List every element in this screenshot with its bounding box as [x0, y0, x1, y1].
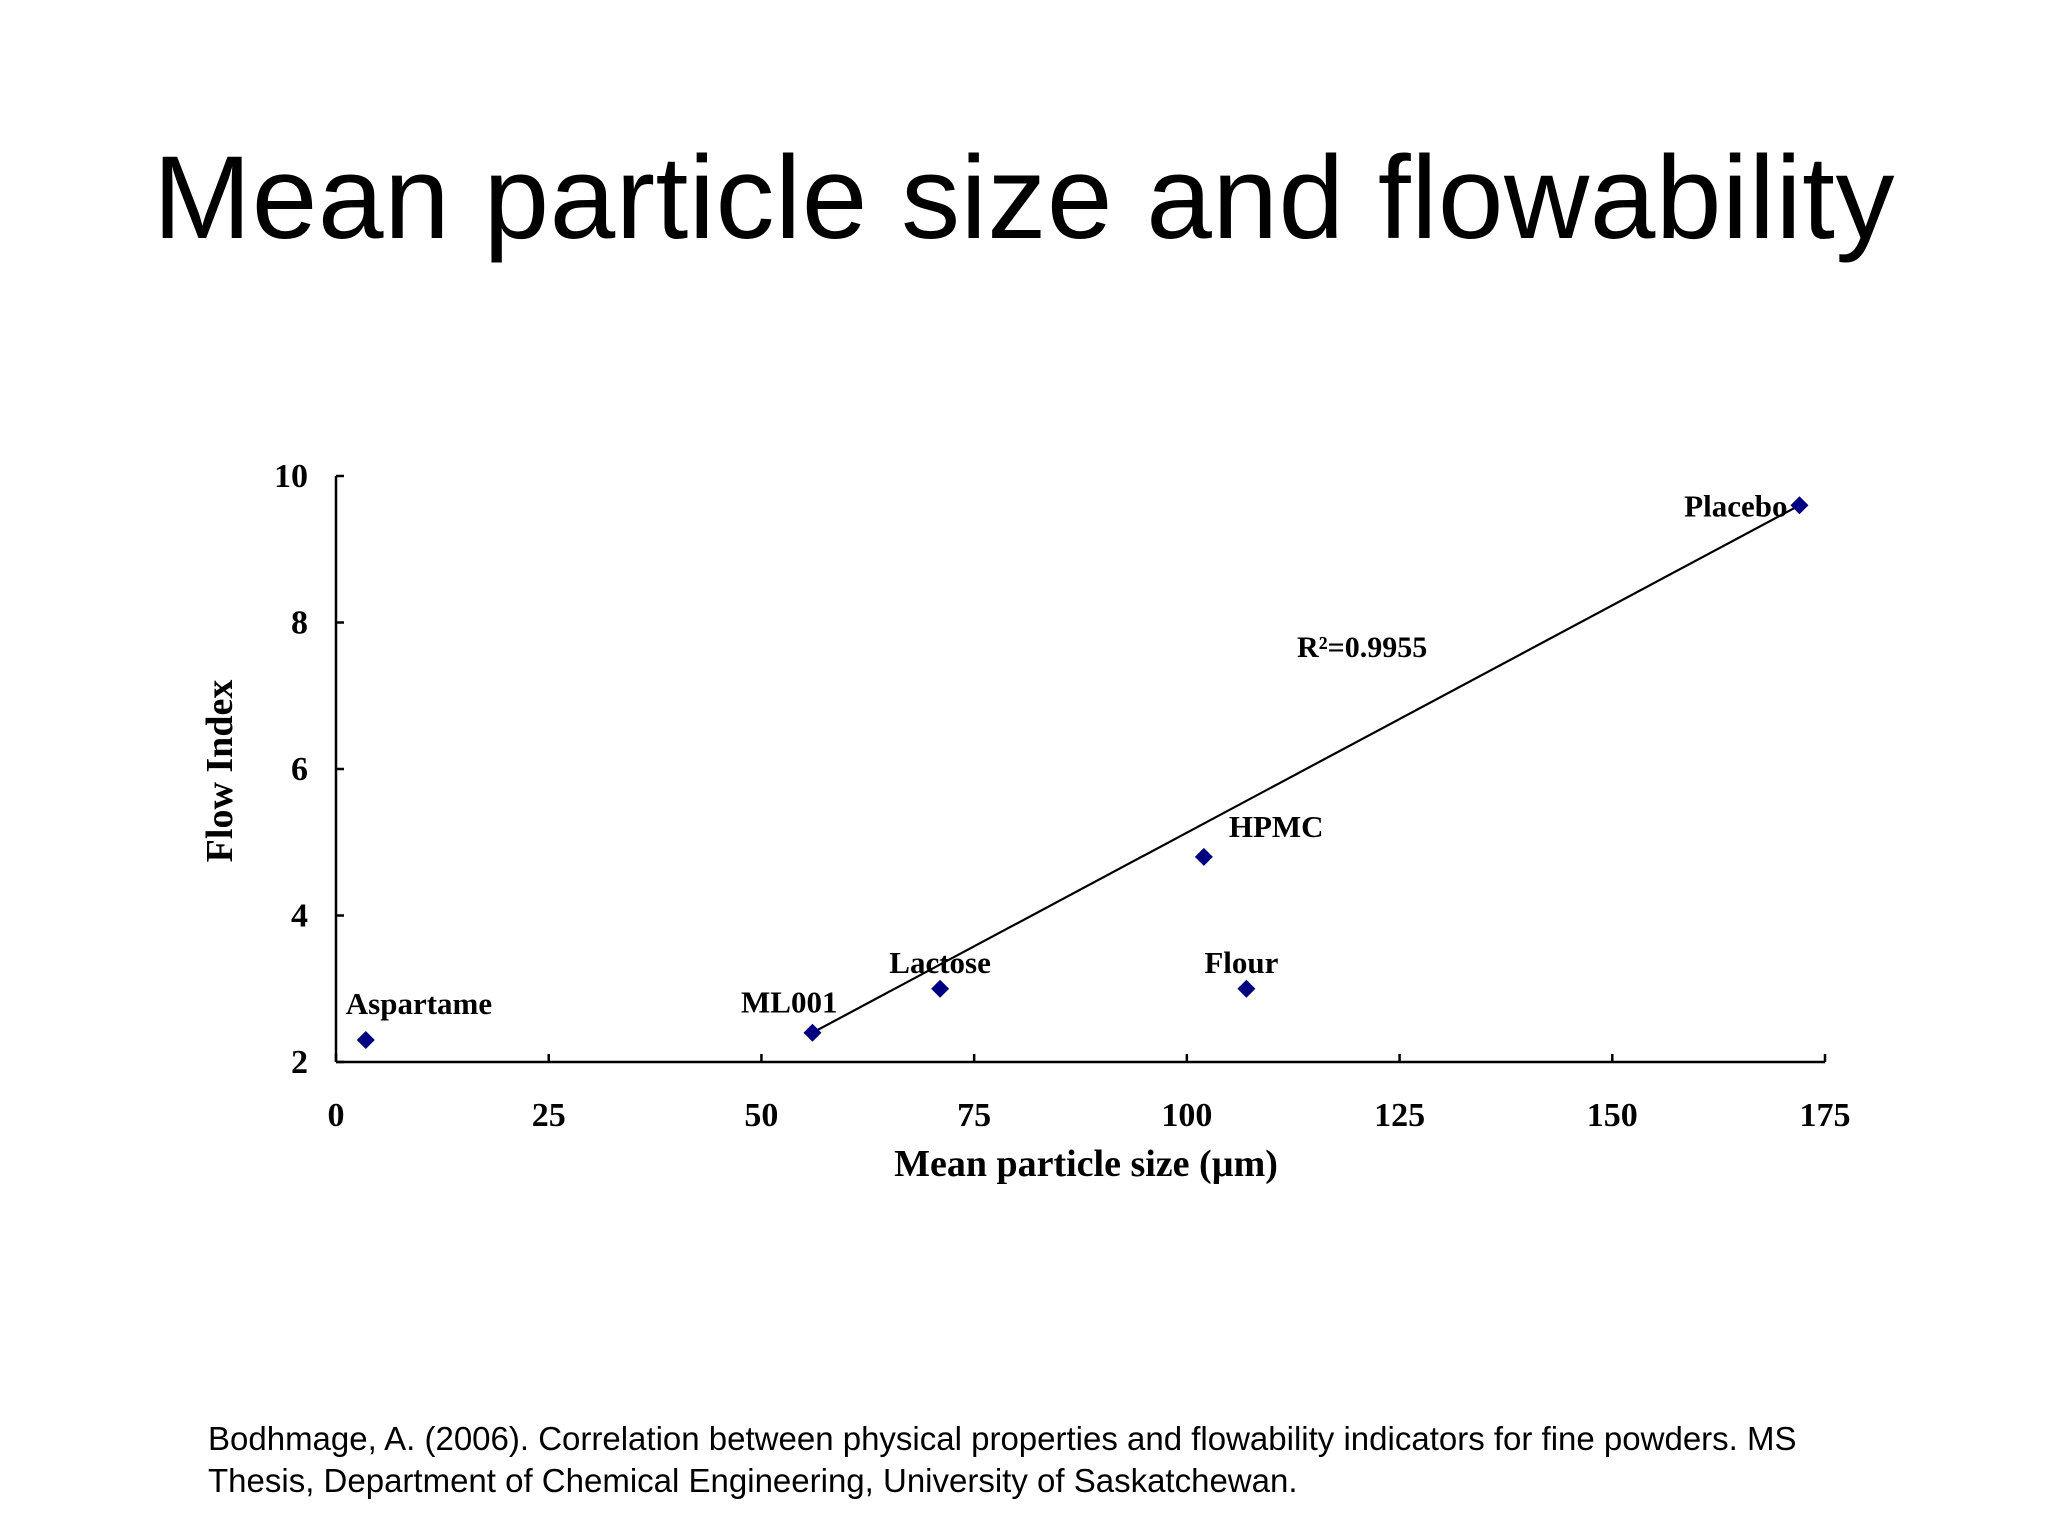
point-label-flour: Flour: [1204, 945, 1278, 980]
data-point-aspartame: [356, 1031, 375, 1050]
data-point-placebo: [1790, 496, 1809, 515]
x-tick-label: 50: [744, 1097, 778, 1134]
x-tick-label: 125: [1374, 1097, 1425, 1134]
y-tick-label: 6: [291, 751, 308, 788]
r-squared-annotation: R²=0.9955: [1297, 631, 1427, 664]
citation-line-1: Bodhmage, A. (2006). Correlation between…: [208, 1420, 1797, 1457]
y-axis-title: Flow Index: [199, 680, 241, 863]
data-point-lactose: [931, 979, 950, 998]
point-label-aspartame: Aspartame: [346, 986, 492, 1021]
data-points: [356, 496, 1809, 1050]
x-tick-label: 175: [1800, 1097, 1851, 1134]
x-axis-title: Mean particle size (µm): [894, 1143, 1278, 1185]
point-label-ml001: ML001: [741, 985, 837, 1020]
trendline: [811, 504, 1800, 1034]
chart-svg: 0 25 50 75 100 125 150 175 2 4 6 8 10 Aspartame ML001…: [199, 458, 1851, 1185]
y-tick-label: 4: [291, 898, 308, 935]
point-label-lactose: Lactose: [889, 945, 991, 980]
x-tick-label: 25: [532, 1097, 566, 1134]
y-tick-label: 10: [274, 458, 308, 495]
citation: Bodhmage, A. (2006). Correlation between…: [208, 1418, 1928, 1502]
data-point-ml001: [803, 1023, 822, 1042]
x-tick-label: 0: [328, 1097, 345, 1134]
y-tick-label: 8: [291, 605, 308, 642]
point-label-placebo: Placebo: [1684, 488, 1787, 523]
point-labels: Aspartame ML001 Lactose HPMC Flour Placebo: [346, 488, 1788, 1021]
data-point-flour: [1237, 979, 1256, 998]
x-tick-label: 100: [1161, 1097, 1212, 1134]
data-point-hpmc: [1194, 847, 1213, 866]
citation-line-2: Thesis, Department of Chemical Engineeri…: [208, 1462, 1298, 1499]
x-tick-label: 150: [1587, 1097, 1638, 1134]
point-label-hpmc: HPMC: [1229, 809, 1324, 844]
y-tick-label: 2: [291, 1044, 308, 1081]
axes: 0 25 50 75 100 125 150 175 2 4 6 8 10: [274, 458, 1851, 1134]
scatter-chart: 0 25 50 75 100 125 150 175 2 4 6 8 10 Aspartame ML001…: [180, 440, 1900, 1220]
x-tick-label: 75: [957, 1097, 991, 1134]
trendline-group: [811, 504, 1800, 1034]
slide-title: Mean particle size and flowability: [153, 132, 1895, 264]
